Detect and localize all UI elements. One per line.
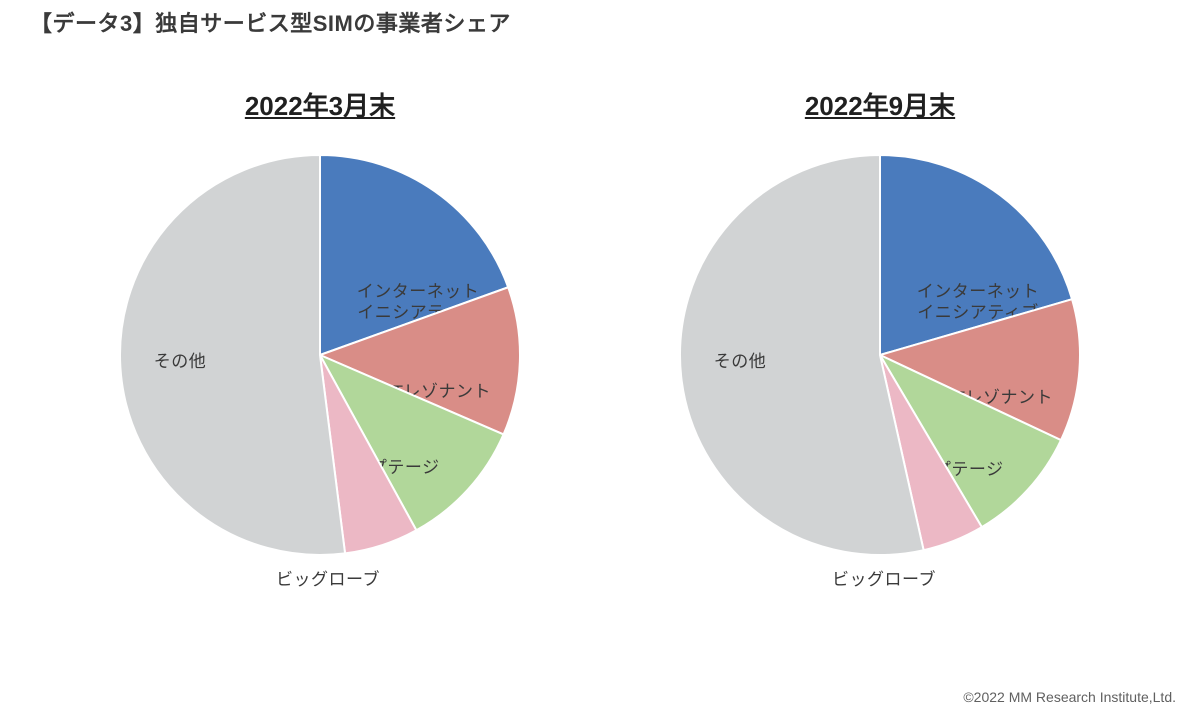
slice-label-biglobe: ビッグローブ — [276, 569, 380, 589]
pie-svg-march2022: インターネットイニシアティブNTTレゾナントオプテージビッグローブその他 — [80, 115, 520, 555]
chart-block-sept2022: 2022年9月末インターネットイニシアティブNTTレゾナントオプテージビッグロー… — [660, 66, 1100, 686]
pie-svg-sept2022: インターネットイニシアティブNTTレゾナントオプテージビッグローブその他 — [640, 115, 1080, 555]
charts-row: 2022年3月末インターネットイニシアティブNTTレゾナントオプテージビッグロー… — [0, 66, 1200, 686]
page-root: 【データ3】独自サービス型SIMの事業者シェア 2022年3月末インターネットイ… — [0, 0, 1200, 719]
pie-holder-sept2022: インターネットイニシアティブNTTレゾナントオプテージビッグローブその他 — [660, 135, 1100, 575]
pie-holder-march2022: インターネットイニシアティブNTTレゾナントオプテージビッグローブその他 — [100, 135, 540, 575]
slice-label-other: その他 — [714, 352, 767, 371]
page-title: 【データ3】独自サービス型SIMの事業者シェア — [30, 6, 511, 38]
chart-block-march2022: 2022年3月末インターネットイニシアティブNTTレゾナントオプテージビッグロー… — [100, 66, 540, 686]
copyright-text: ©2022 MM Research Institute,Ltd. — [963, 689, 1176, 705]
slice-label-other: その他 — [154, 352, 207, 371]
slice-label-biglobe: ビッグローブ — [832, 569, 936, 589]
